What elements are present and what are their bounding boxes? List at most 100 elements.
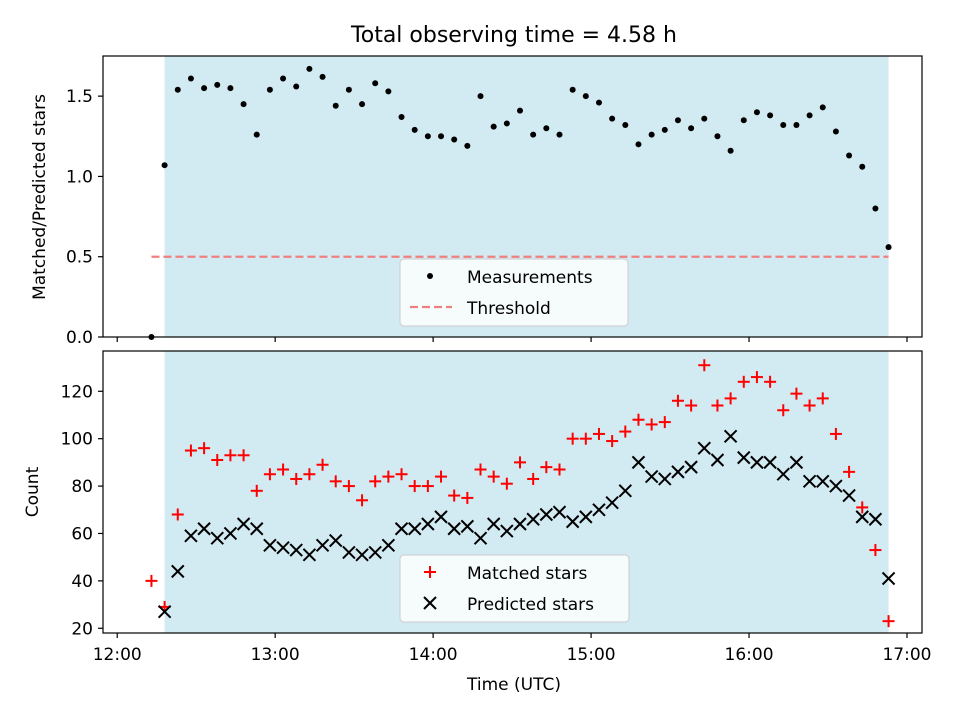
top-measurements-point [385,88,392,95]
bottom-predicted-stars-point-b [486,517,501,531]
bottom-predicted-stars-point [579,510,593,524]
bottom-predicted-stars-point [355,548,369,562]
bottom-matched-stars-point [263,468,276,481]
bottom-predicted-stars-point-b [315,538,330,553]
bottom-predicted-stars-point [658,472,672,486]
bottom-matched-stars-point [500,477,513,490]
bottom-matched-stars-point [803,399,816,412]
top-measurements-point [661,126,668,133]
bottom-predicted-stars-point-b [684,460,698,474]
top-axes-frame [102,55,923,338]
bottom-matched-stars-point [816,392,829,405]
bottom-matched-stars-point [527,472,540,485]
bottom-predicted-stars-point-b [592,503,606,517]
top-measurements-point [714,133,721,140]
legend-threshold-label: Threshold [466,299,551,319]
bottom-predicted-stars-point [184,529,198,543]
bottom-predicted-stars-point-b [157,604,172,619]
bottom-y-tick-label: 60 [71,524,93,544]
bottom-predicted-stars-point [750,455,764,470]
bottom-matched-stars-point [777,404,790,417]
bottom-matched-stars-point [540,461,553,474]
top-measurements-point [253,131,260,138]
top-measurements-point [332,102,339,109]
bottom-predicted-stars-point-b [816,474,830,489]
bottom-predicted-stars-point [802,474,817,489]
top-measurements-point [885,244,892,251]
bottom-matched-stars-point [421,480,434,493]
bottom-predicted-stars-point [710,453,725,467]
bottom-predicted-stars-point [697,441,711,455]
bottom-matched-stars-point [843,465,856,478]
bottom-matched-stars-point [487,470,500,483]
bottom-matched-stars-point [698,359,711,372]
bottom-predicted-stars-point [460,519,475,534]
bottom-matched-stars-point [724,392,737,405]
top-y-tick-label: 1.5 [66,87,93,107]
bottom-predicted-stars-point [381,538,396,553]
bottom-predicted-stars-point-b [276,540,290,555]
bottom-matched-stars-point [606,435,619,448]
bottom-predicted-stars-point-b [342,545,356,560]
bottom-predicted-stars-point-b [618,484,633,498]
top-legend-box [399,258,629,327]
top-measurements-point [582,93,589,100]
bottom-predicted-stars-point [881,571,896,586]
top-measurements-point [530,131,537,138]
x-axis-label: Time (UTC) [466,675,561,695]
bottom-predicted-stars-point-b [460,519,475,534]
top-measurements-point [648,131,655,138]
bottom-predicted-stars-point [236,517,251,531]
bottom-predicted-stars-point [421,517,435,531]
bottom-predicted-stars-point-b [763,455,777,470]
bottom-predicted-stars-point [868,512,883,526]
top-measurements-point [609,115,616,122]
bottom-matched-stars-point [237,449,250,462]
bottom-predicted-stars-point [776,467,790,481]
bottom-predicted-stars-point [486,517,501,531]
legend-matched-label: Matched stars [467,564,587,584]
bottom-predicted-stars-point [223,526,238,541]
top-measurements-point [187,75,194,82]
bottom-predicted-stars-point [565,514,580,529]
bottom-predicted-stars-point-b [697,441,711,455]
top-y-axis-label: Matched/Predicted stars [30,94,50,300]
bottom-matched-stars-point [764,375,777,388]
bottom-predicted-stars-point [171,564,185,579]
bottom-y-tick-label: 80 [71,477,93,497]
bottom-matched-stars-point [619,425,632,438]
bottom-predicted-stars-point [473,531,488,545]
bottom-x-tick-label: 15:00 [567,645,616,665]
bottom-predicted-stars-point-b [368,545,382,560]
legend-predicted-marker [423,596,437,610]
bottom-predicted-stars-point [197,522,211,536]
bottom-predicted-stars-point-b [329,533,343,548]
bottom-predicted-stars-point-b [302,548,317,562]
bottom-predicted-stars-point [302,548,317,562]
bottom-predicted-stars-point-b [789,455,804,470]
bottom-matched-stars-point [277,463,290,476]
bottom-predicted-stars-point-b [421,517,435,531]
top-measurements-point [622,122,629,129]
bottom-predicted-stars-point-b [842,488,856,503]
top-measurements-point [595,99,602,106]
bottom-matched-stars-point [224,449,237,462]
top-measurements-point [806,112,813,119]
bottom-legend-box [399,554,630,623]
bottom-predicted-stars-point-b [539,507,554,522]
bottom-matched-stars-point [750,371,763,384]
top-ticks: 0.0 0.5 1.0 1.5 [66,87,908,348]
bottom-x-tick-label: 17:00 [882,645,931,665]
bottom-matched-stars-point [171,508,184,521]
bottom-matched-stars-point [566,432,579,445]
top-measurements-point [793,122,800,129]
bottom-predicted-stars-point-b [381,538,396,553]
top-measurements-point [701,115,708,122]
bottom-matched-stars-point [514,456,527,469]
bottom-matched-stars-point [685,399,698,412]
bottom-matched-stars-point [342,480,355,493]
bottom-matched-stars-point [198,442,211,455]
bottom-predicted-stars-point [592,503,606,517]
top-measurements-point [635,141,642,148]
top-measurements-point [477,93,484,100]
